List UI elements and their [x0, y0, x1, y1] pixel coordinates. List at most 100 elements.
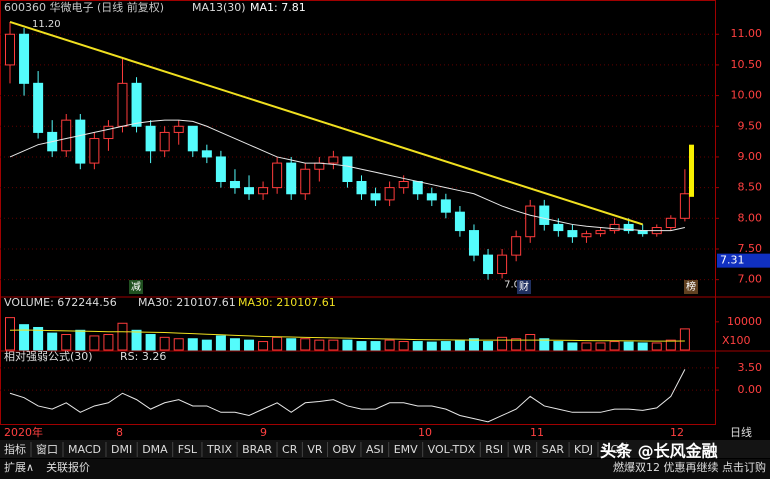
- candle-body: [511, 236, 522, 256]
- footer-tab[interactable]: 关联报价: [46, 460, 90, 474]
- candle-body: [468, 230, 479, 256]
- volume-bar: [229, 338, 240, 351]
- candle-body: [525, 205, 536, 238]
- date-label: 11: [530, 426, 544, 439]
- date-label: 12: [670, 426, 684, 439]
- candle-body: [145, 125, 156, 152]
- toolbar-tab[interactable]: CCI: [603, 443, 622, 456]
- candle-body: [131, 82, 142, 127]
- y-tick-label: 9.50: [738, 119, 763, 132]
- volume-bar: [651, 342, 662, 351]
- ma-name: MA13(30): [192, 1, 246, 14]
- rs-title: 相对强弱公式(30): [4, 349, 93, 363]
- toolbar-tab[interactable]: KDJ: [574, 443, 593, 456]
- toolbar-tab[interactable]: 指标: [4, 442, 26, 456]
- ma-line: [9, 119, 685, 232]
- candle-body: [679, 193, 690, 219]
- footer-bar: [0, 459, 770, 479]
- toolbar-tab[interactable]: BRAR: [242, 443, 272, 456]
- volume-bar: [398, 341, 409, 351]
- volume-bar: [75, 329, 86, 351]
- candle-body: [229, 180, 240, 189]
- date-label: 9: [260, 426, 267, 439]
- volume-bar: [89, 335, 100, 351]
- toolbar-tab[interactable]: ASI: [366, 443, 384, 456]
- last-price: 7.31: [720, 254, 745, 267]
- volume-bar: [440, 341, 451, 351]
- y-tick-label: 3.50: [738, 361, 763, 374]
- candle-body: [300, 168, 311, 195]
- marker: 财: [519, 280, 529, 293]
- toolbar-tab[interactable]: 窗口: [36, 442, 58, 456]
- y-tick-label: 10.00: [731, 89, 763, 102]
- toolbar-tab[interactable]: MACD: [68, 443, 101, 456]
- candle-body: [89, 138, 100, 164]
- candle-body: [103, 125, 114, 140]
- volume-bar: [370, 341, 381, 351]
- candle-body: [173, 125, 184, 133]
- toolbar-tab[interactable]: CR: [282, 443, 298, 456]
- volume-bar: [328, 339, 339, 351]
- volume-bar: [384, 339, 395, 351]
- toolbar-tab[interactable]: RSI: [485, 443, 503, 456]
- volume-bar: [187, 338, 198, 351]
- toolbar-tab[interactable]: FSL: [178, 443, 198, 456]
- volume-bar: [5, 317, 15, 351]
- volume-bar: [286, 338, 297, 351]
- y-tick-label: 10000: [727, 315, 762, 328]
- period[interactable]: 日线: [730, 425, 752, 439]
- toolbar-tab[interactable]: WR: [513, 443, 532, 456]
- candle-body: [567, 230, 578, 238]
- candle-body: [342, 156, 353, 182]
- toolbar-tab[interactable]: DMA: [142, 443, 168, 456]
- volume-unit: X100: [722, 334, 751, 347]
- toolbar: [0, 440, 770, 458]
- toolbar-tab[interactable]: VR: [307, 443, 323, 456]
- toolbar-tab[interactable]: VOL-TDX: [428, 443, 476, 456]
- volume-bar: [623, 341, 634, 351]
- low-label: 7.02: [504, 279, 526, 290]
- candle-body: [33, 82, 44, 133]
- y-tick-label: 7.50: [738, 242, 763, 255]
- candle-body: [483, 254, 494, 275]
- footer-tab[interactable]: 扩展∧: [4, 460, 34, 474]
- volume-bar: [244, 339, 255, 351]
- promo[interactable]: 燃爆双12 优惠再继续 点击订购: [613, 460, 766, 474]
- candle-body: [159, 131, 170, 152]
- date-label: 10: [418, 426, 432, 439]
- candle-body: [623, 223, 634, 232]
- candle-body: [398, 180, 409, 189]
- volume-bar: [511, 338, 522, 351]
- volume-bar: [426, 341, 437, 351]
- date-label: 8: [116, 426, 123, 439]
- volume-bar: [215, 335, 226, 351]
- candle-body: [117, 82, 128, 127]
- candle-body: [384, 187, 395, 201]
- volume-bar: [314, 339, 325, 351]
- y-tick-label: 8.00: [738, 211, 763, 224]
- toolbar-tab[interactable]: OBV: [333, 443, 357, 456]
- y-tick-label: 11.00: [731, 27, 763, 40]
- toolbar-tab[interactable]: TRIX: [206, 443, 233, 456]
- volume-title: VOLUME: 672244.56: [4, 296, 117, 309]
- candle-body: [356, 180, 367, 195]
- volume-bar: [553, 341, 564, 351]
- candle-body: [328, 156, 339, 164]
- date-label: 2020年: [4, 425, 43, 439]
- volume-bar: [525, 334, 536, 351]
- volume-bar: [454, 339, 465, 351]
- toolbar-tab[interactable]: DMI: [111, 443, 132, 456]
- candle-body: [497, 254, 508, 275]
- candle-body: [454, 211, 465, 232]
- rs-value: RS: 3.26: [120, 350, 166, 363]
- volume-bar: [33, 326, 44, 351]
- candle-body: [440, 199, 451, 213]
- marker-box: [684, 280, 698, 294]
- toolbar-tab[interactable]: SAR: [542, 443, 565, 456]
- candle-body: [215, 156, 226, 182]
- volume-bar: [258, 341, 269, 351]
- toolbar-tab[interactable]: EMV: [394, 443, 418, 456]
- candle-body: [595, 230, 606, 235]
- volume-bar: [468, 338, 479, 351]
